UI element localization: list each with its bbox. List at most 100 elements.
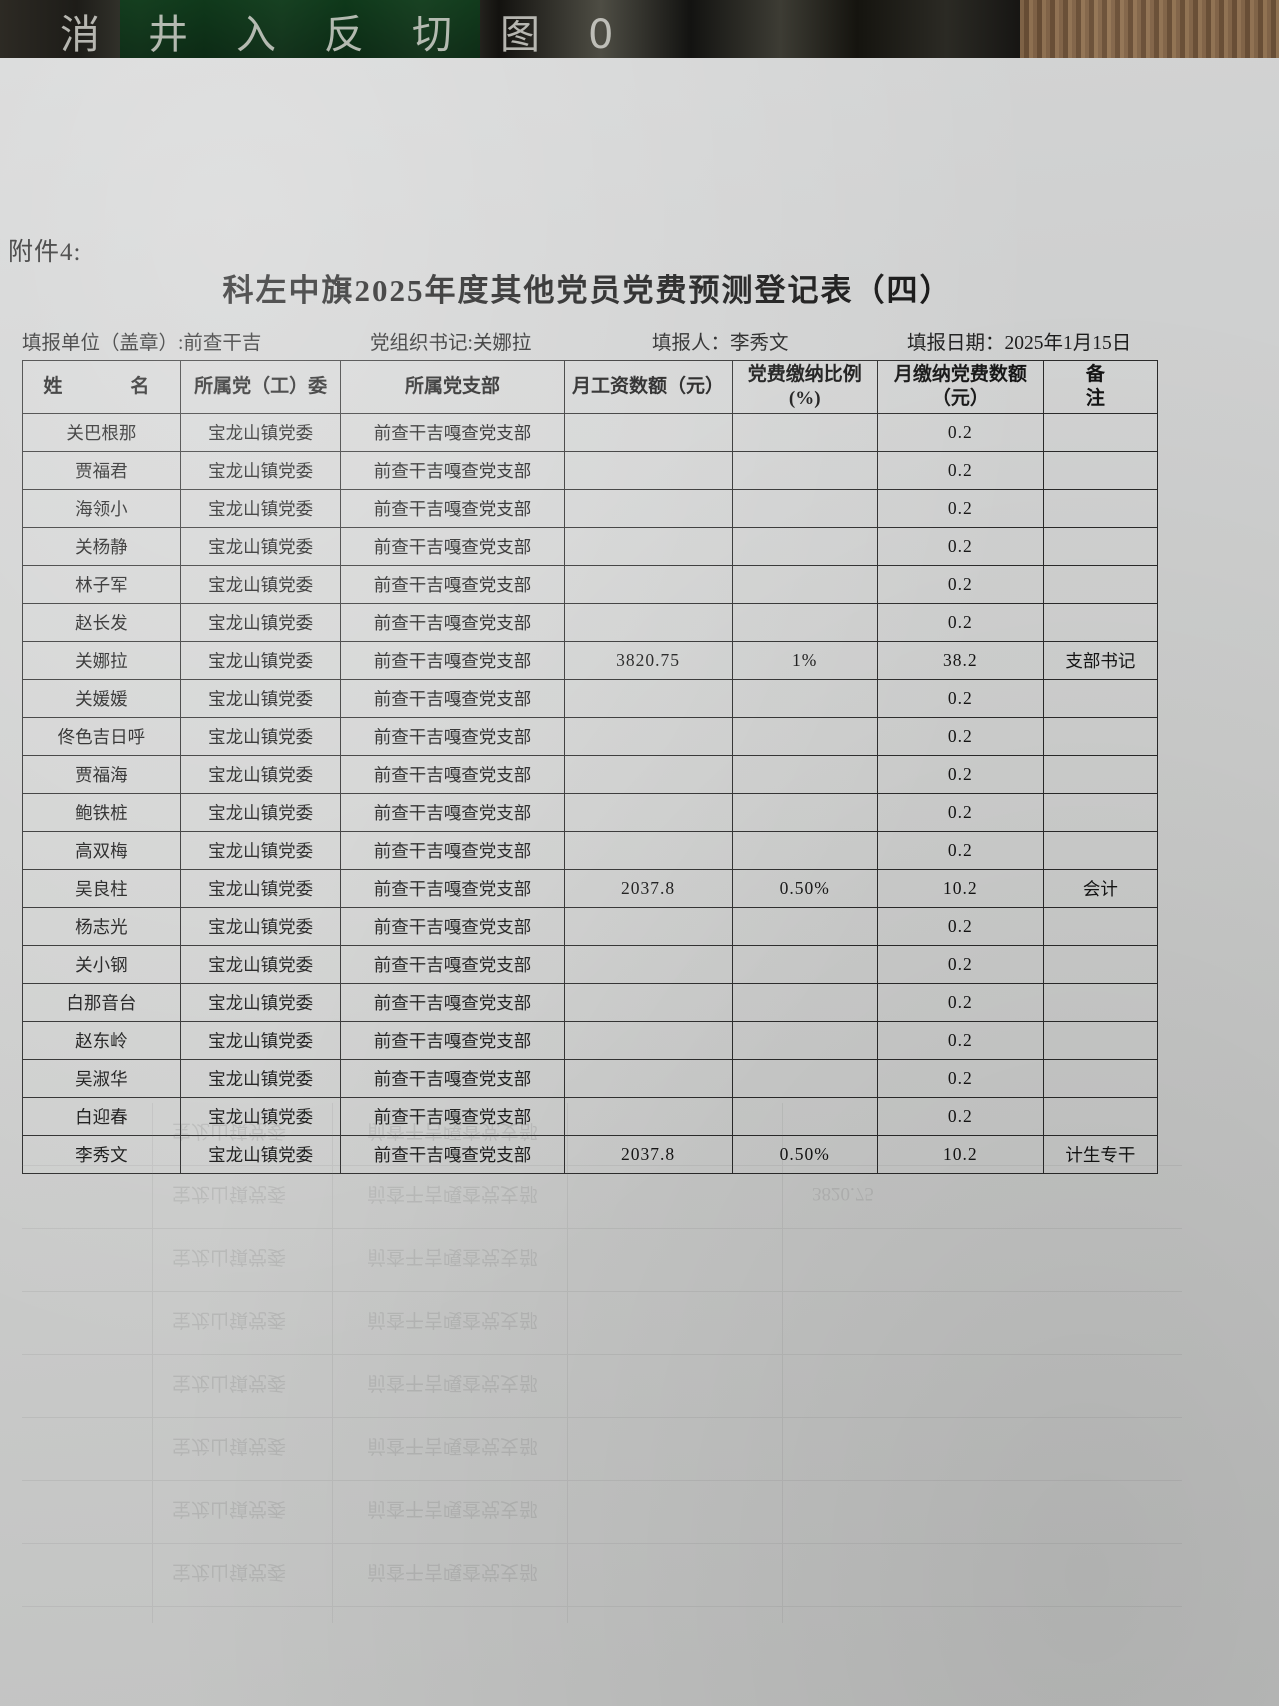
table-row: 林子军 宝龙山镇党委 前查干吉嘎查党支部 0.2 bbox=[22, 565, 1159, 604]
cell-committee: 宝龙山镇党委 bbox=[179, 413, 342, 452]
table-row: 关媛媛 宝龙山镇党委 前查干吉嘎查党支部 0.2 bbox=[22, 679, 1159, 718]
cell-rate bbox=[731, 1021, 878, 1060]
cell-name: 佟色吉日呼 bbox=[22, 717, 181, 756]
cell-committee: 宝龙山镇党委 bbox=[179, 869, 342, 908]
cell-rate bbox=[731, 413, 878, 452]
cell-fee: 0.2 bbox=[876, 907, 1044, 946]
cell-fee: 38.2 bbox=[876, 641, 1044, 680]
cell-remark bbox=[1042, 1059, 1159, 1098]
cell-name: 白那音台 bbox=[22, 983, 181, 1022]
cell-committee: 宝龙山镇党委 bbox=[179, 831, 342, 870]
cell-salary bbox=[563, 603, 733, 642]
cell-branch: 前查干吉嘎查党支部 bbox=[340, 793, 565, 832]
cell-name: 鲍铁桩 bbox=[22, 793, 181, 832]
cell-name: 关娜拉 bbox=[22, 641, 181, 680]
cell-fee: 0.2 bbox=[876, 451, 1044, 490]
cell-fee: 0.2 bbox=[876, 755, 1044, 794]
cell-name: 关媛媛 bbox=[22, 679, 181, 718]
cell-salary bbox=[563, 1021, 733, 1060]
cell-salary bbox=[563, 831, 733, 870]
cell-branch: 前查干吉嘎查党支部 bbox=[340, 755, 565, 794]
table-row: 关娜拉 宝龙山镇党委 前查干吉嘎查党支部 3820.75 1% 38.2 支部书记 bbox=[22, 641, 1159, 680]
cell-committee: 宝龙山镇党委 bbox=[179, 983, 342, 1022]
cell-fee: 10.2 bbox=[876, 869, 1044, 908]
cell-committee: 宝龙山镇党委 bbox=[179, 945, 342, 984]
cell-salary bbox=[563, 945, 733, 984]
cell-fee: 0.2 bbox=[876, 717, 1044, 756]
table-row: 海领小 宝龙山镇党委 前查干吉嘎查党支部 0.2 bbox=[22, 489, 1159, 528]
cell-branch: 前查干吉嘎查党支部 bbox=[340, 1097, 565, 1136]
cell-remark bbox=[1042, 983, 1159, 1022]
photo-background-strip: 消井入反切图0 bbox=[0, 0, 1279, 58]
cell-branch: 前查干吉嘎查党支部 bbox=[340, 451, 565, 490]
col-header-name: 姓 名 bbox=[22, 360, 181, 414]
cell-branch: 前查干吉嘎查党支部 bbox=[340, 641, 565, 680]
cell-rate: 1% bbox=[731, 641, 878, 680]
cell-rate bbox=[731, 945, 878, 984]
cell-name: 吴淑华 bbox=[22, 1059, 181, 1098]
cell-committee: 宝龙山镇党委 bbox=[179, 603, 342, 642]
col-header-remark: 备 注 bbox=[1042, 360, 1163, 414]
cell-salary bbox=[563, 527, 733, 566]
document-sheet: 附件4: 科左中旗2025年度其他党员党费预测登记表（四） 填报单位（盖章）:前… bbox=[0, 58, 1279, 1706]
cell-remark bbox=[1042, 831, 1159, 870]
cell-committee: 宝龙山镇党委 bbox=[179, 793, 342, 832]
cell-salary bbox=[563, 1097, 733, 1136]
cell-salary bbox=[563, 755, 733, 794]
cell-rate bbox=[731, 717, 878, 756]
table-row: 贾福海 宝龙山镇党委 前查干吉嘎查党支部 0.2 bbox=[22, 755, 1159, 794]
cell-committee: 宝龙山镇党委 bbox=[179, 1135, 342, 1174]
show-through-ghost: 宝龙山镇党委 前查干吉嘎查党支部 宝龙山镇党委 前查干吉嘎查党支部 3820.75 宝… bbox=[22, 1103, 1182, 1623]
cell-name: 贾福海 bbox=[22, 755, 181, 794]
cell-name: 赵长发 bbox=[22, 603, 181, 642]
table-row: 关杨静 宝龙山镇党委 前查干吉嘎查党支部 0.2 bbox=[22, 527, 1159, 566]
cell-branch: 前查干吉嘎查党支部 bbox=[340, 1059, 565, 1098]
table-row: 佟色吉日呼 宝龙山镇党委 前查干吉嘎查党支部 0.2 bbox=[22, 717, 1159, 756]
party-dues-table: 姓 名 所属党（工）委 所属党支部 月工资数额（元） 党费缴纳比例(%) 月缴纳… bbox=[22, 360, 1163, 1174]
cell-rate bbox=[731, 565, 878, 604]
cell-name: 李秀文 bbox=[22, 1135, 181, 1174]
cell-committee: 宝龙山镇党委 bbox=[179, 565, 342, 604]
cell-remark bbox=[1042, 1097, 1159, 1136]
col-header-committee: 所属党（工）委 bbox=[179, 360, 342, 414]
cell-remark bbox=[1042, 679, 1159, 718]
wood-band bbox=[1020, 0, 1279, 58]
cell-name: 贾福君 bbox=[22, 451, 181, 490]
cell-fee: 0.2 bbox=[876, 793, 1044, 832]
cell-rate bbox=[731, 755, 878, 794]
cell-salary: 3820.75 bbox=[563, 641, 733, 680]
cell-committee: 宝龙山镇党委 bbox=[179, 717, 342, 756]
cell-rate bbox=[731, 489, 878, 528]
cell-committee: 宝龙山镇党委 bbox=[179, 1059, 342, 1098]
cell-committee: 宝龙山镇党委 bbox=[179, 1021, 342, 1060]
cell-remark bbox=[1042, 451, 1159, 490]
cell-name: 赵东岭 bbox=[22, 1021, 181, 1060]
col-header-branch: 所属党支部 bbox=[340, 360, 565, 414]
table-row: 李秀文 宝龙山镇党委 前查干吉嘎查党支部 2037.8 0.50% 10.2 计生专干 bbox=[22, 1135, 1159, 1174]
cell-salary bbox=[563, 1059, 733, 1098]
cell-committee: 宝龙山镇党委 bbox=[179, 641, 342, 680]
cell-branch: 前查干吉嘎查党支部 bbox=[340, 945, 565, 984]
reporting-unit-label: 填报单位（盖章）:前查干吉 bbox=[22, 333, 262, 354]
cell-branch: 前查干吉嘎查党支部 bbox=[340, 527, 565, 566]
cell-committee: 宝龙山镇党委 bbox=[179, 451, 342, 490]
cell-branch: 前查干吉嘎查党支部 bbox=[340, 717, 565, 756]
cell-remark bbox=[1042, 489, 1159, 528]
cell-remark bbox=[1042, 603, 1159, 642]
cell-rate bbox=[731, 793, 878, 832]
cell-salary bbox=[563, 489, 733, 528]
cell-rate bbox=[731, 603, 878, 642]
cell-committee: 宝龙山镇党委 bbox=[179, 489, 342, 528]
cell-fee: 0.2 bbox=[876, 945, 1044, 984]
cell-salary bbox=[563, 907, 733, 946]
cell-salary bbox=[563, 565, 733, 604]
green-band bbox=[120, 0, 480, 58]
cell-fee: 0.2 bbox=[876, 983, 1044, 1022]
table-row: 高双梅 宝龙山镇党委 前查干吉嘎查党支部 0.2 bbox=[22, 831, 1159, 870]
cell-rate bbox=[731, 451, 878, 490]
cell-fee: 0.2 bbox=[876, 679, 1044, 718]
cell-committee: 宝龙山镇党委 bbox=[179, 755, 342, 794]
cell-remark bbox=[1042, 717, 1159, 756]
cell-branch: 前查干吉嘎查党支部 bbox=[340, 983, 565, 1022]
cell-branch: 前查干吉嘎查党支部 bbox=[340, 831, 565, 870]
